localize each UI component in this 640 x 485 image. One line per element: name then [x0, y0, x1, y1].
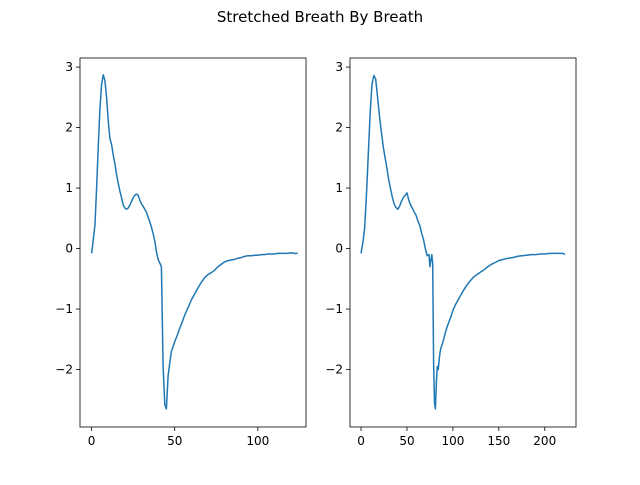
left-series-line	[90, 74, 298, 410]
right-y-tick-label: 0	[335, 242, 343, 256]
left-y-tick-label: 2	[65, 121, 73, 135]
left-y-tick-label: 3	[65, 60, 73, 74]
right-series-line	[360, 74, 566, 410]
right-x-tick-label: 0	[357, 434, 365, 448]
right-y-tick-label: −2	[325, 363, 343, 377]
left-x-tick-label: 50	[167, 434, 182, 448]
left-x-tick-label: 100	[246, 434, 269, 448]
right-axes-frame	[349, 57, 577, 428]
right-y-tick-label: −1	[325, 302, 343, 316]
left-axes-frame	[79, 57, 307, 428]
right-x-tick-label: 150	[487, 434, 510, 448]
left-y-tick-label: −2	[55, 363, 73, 377]
left-y-tick-label: 0	[65, 242, 73, 256]
subplot-right: 0 50 100 150 200 −2 −1 0 1 2 3	[325, 57, 577, 448]
right-y-tick-label: 3	[335, 60, 343, 74]
right-x-tick-label: 50	[399, 434, 414, 448]
right-x-tick-label: 100	[441, 434, 464, 448]
left-y-tick-label: 1	[65, 181, 73, 195]
right-x-tick-label: 200	[533, 434, 556, 448]
right-y-tick-label: 1	[335, 181, 343, 195]
left-y-tick-label: −1	[55, 302, 73, 316]
chart-title: Stretched Breath By Breath	[217, 8, 423, 26]
subplot-left: 0 50 100 −2 −1 0 1 2 3	[55, 57, 307, 448]
left-x-tick-label: 0	[88, 434, 96, 448]
right-y-tick-label: 2	[335, 121, 343, 135]
